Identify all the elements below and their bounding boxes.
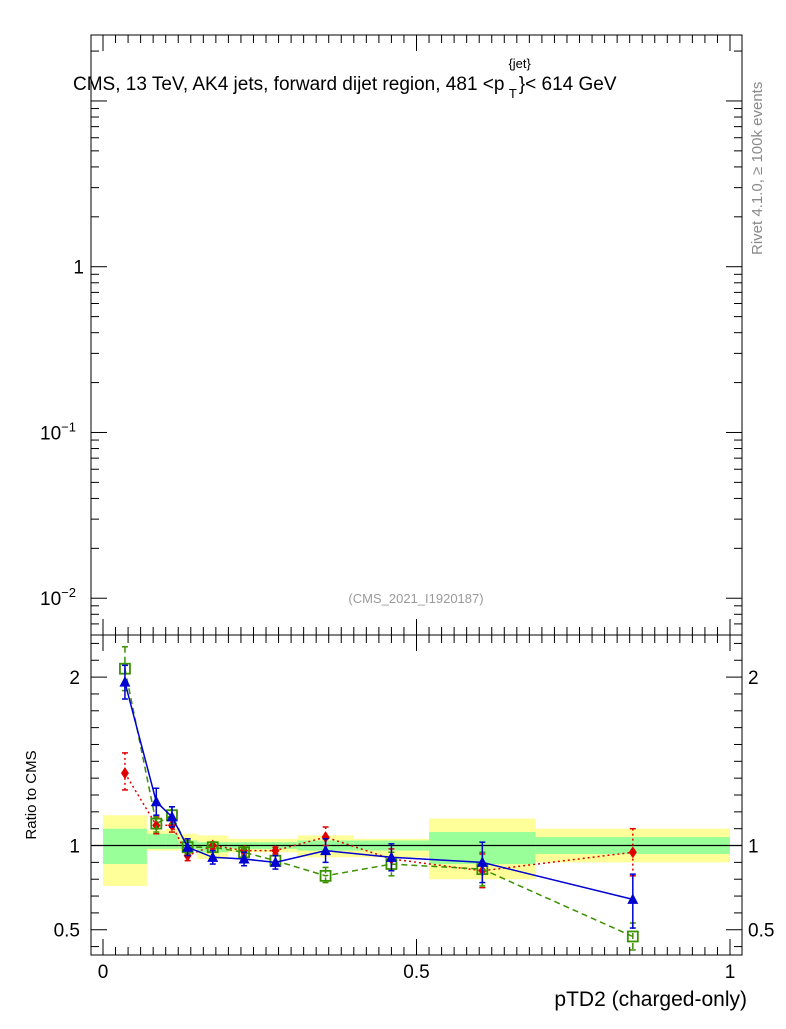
data-point-triangle	[476, 856, 488, 867]
inner-uncertainty-band	[146, 833, 166, 849]
rivet-version-label: Rivet 4.1.0, ≥ 100k events	[749, 82, 766, 255]
upper-y-tick-label: 10−1	[40, 419, 76, 444]
x-tick-label: 0	[98, 962, 109, 983]
lower-y-tick-label-right: 1	[748, 837, 759, 858]
data-point-diamond	[321, 831, 330, 844]
lower-y-tick-label: 2	[69, 668, 80, 689]
upper-y-ticks: 1 10−1 10−2	[40, 50, 742, 636]
data-point-triangle	[207, 851, 219, 862]
upper-y-tick-label: 10−2	[40, 585, 76, 610]
data-point-triangle	[150, 795, 162, 807]
lower-y-tick-label-right: 0.5	[748, 921, 774, 942]
lower-y-tick-label: 0.5	[54, 921, 80, 942]
lower-y-tick-label-right: 2	[748, 668, 759, 689]
x-tick-label: 1	[725, 962, 736, 983]
data-point-triangle	[269, 856, 281, 867]
lower-ratio-series	[119, 646, 639, 951]
data-point-triangle	[627, 893, 639, 904]
inner-uncertainty-band	[103, 828, 147, 865]
inner-uncertainty-band	[165, 833, 179, 849]
lower-y-ticks: 0.5 0.5 1 1 2 2	[54, 642, 774, 948]
data-point-diamond	[120, 767, 129, 780]
x-axis-label: pTD2 (charged-only)	[554, 988, 747, 1011]
data-point-open-square	[150, 817, 163, 830]
upper-x-ticks	[102, 35, 731, 635]
data-point-diamond	[628, 846, 637, 859]
data-point-triangle	[166, 810, 178, 822]
analysis-watermark: (CMS_2021_I1920187)	[348, 591, 483, 606]
data-point-open-square	[626, 930, 639, 943]
series-line-open-square	[124, 668, 634, 938]
data-point-open-square	[319, 869, 332, 882]
data-point-diamond	[271, 844, 280, 857]
plot-title: CMS, 13 TeV, AK4 jets, forward dijet reg…	[73, 56, 617, 101]
lower-y-tick-label: 1	[69, 837, 80, 858]
data-point-triangle	[119, 676, 131, 687]
data-point-triangle	[385, 851, 397, 862]
lower-y-axis-label: Ratio to CMS	[23, 750, 40, 839]
upper-y-tick-label: 1	[73, 258, 84, 279]
data-point-triangle	[238, 853, 250, 864]
x-tick-label: 0.5	[403, 962, 429, 983]
lower-x-ticks: 0 0.5 1	[98, 635, 736, 983]
data-point-triangle	[182, 841, 194, 852]
data-point-triangle	[320, 844, 332, 856]
lower-uncertainty-bands	[103, 815, 730, 886]
series-line-diamond	[124, 772, 633, 872]
